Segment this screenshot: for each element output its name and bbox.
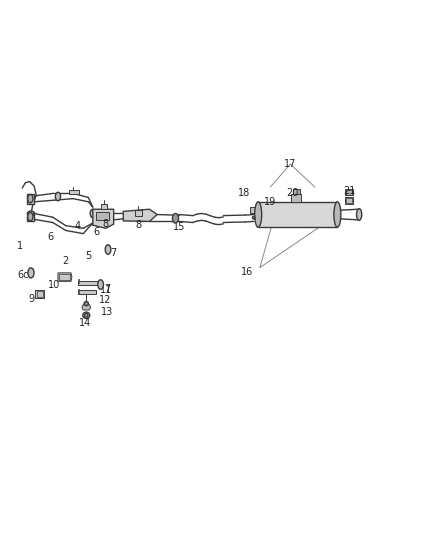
Ellipse shape [85,313,88,317]
Text: 8: 8 [102,219,108,229]
Ellipse shape [254,202,261,227]
Polygon shape [101,204,107,209]
Text: 6c: 6c [18,270,29,280]
Bar [96,212,110,220]
Ellipse shape [84,302,88,306]
Polygon shape [69,190,79,195]
Text: 1: 1 [17,241,23,252]
Ellipse shape [55,192,60,201]
Ellipse shape [28,195,33,203]
Text: 5: 5 [85,251,92,261]
Polygon shape [78,290,96,294]
Polygon shape [58,273,72,281]
Text: 21: 21 [343,186,356,196]
Polygon shape [123,209,157,221]
Text: 14: 14 [79,318,91,328]
Text: 4: 4 [75,221,81,231]
Bar [37,292,43,297]
Text: 17: 17 [284,159,297,169]
Ellipse shape [98,280,103,289]
Bar [346,198,352,204]
Polygon shape [78,279,79,284]
Polygon shape [135,211,141,216]
Bar [291,195,301,202]
Polygon shape [27,212,34,221]
Text: 8: 8 [135,220,141,230]
Ellipse shape [28,268,34,278]
Text: 7: 7 [104,284,110,294]
Ellipse shape [357,209,362,220]
Text: 19: 19 [264,197,276,207]
Text: 6: 6 [93,227,99,237]
Ellipse shape [173,214,179,223]
Bar [258,202,337,227]
Polygon shape [82,305,91,310]
Polygon shape [27,194,34,204]
Ellipse shape [28,211,34,216]
Text: 2: 2 [63,256,69,266]
Ellipse shape [90,209,95,217]
Text: 9: 9 [28,294,34,304]
Bar [59,274,70,280]
Polygon shape [78,289,79,293]
Text: 20: 20 [286,188,298,198]
Bar [293,189,300,195]
Bar [346,190,352,195]
Bar [251,207,260,214]
Text: 16: 16 [241,267,254,277]
Text: 13: 13 [101,306,113,317]
Text: 12: 12 [99,295,111,305]
Ellipse shape [334,202,341,227]
Polygon shape [78,281,98,285]
Text: 7: 7 [110,248,117,259]
Ellipse shape [83,312,90,318]
Text: 11: 11 [100,285,112,295]
Polygon shape [93,209,114,228]
Bar [345,197,353,204]
Text: 18: 18 [238,188,250,198]
Bar [345,189,353,196]
Bar [35,290,44,298]
Ellipse shape [105,245,111,254]
Ellipse shape [28,213,33,221]
Text: 10: 10 [48,280,60,290]
Text: 15: 15 [173,222,185,232]
Ellipse shape [253,216,255,219]
Text: 6: 6 [47,232,53,243]
